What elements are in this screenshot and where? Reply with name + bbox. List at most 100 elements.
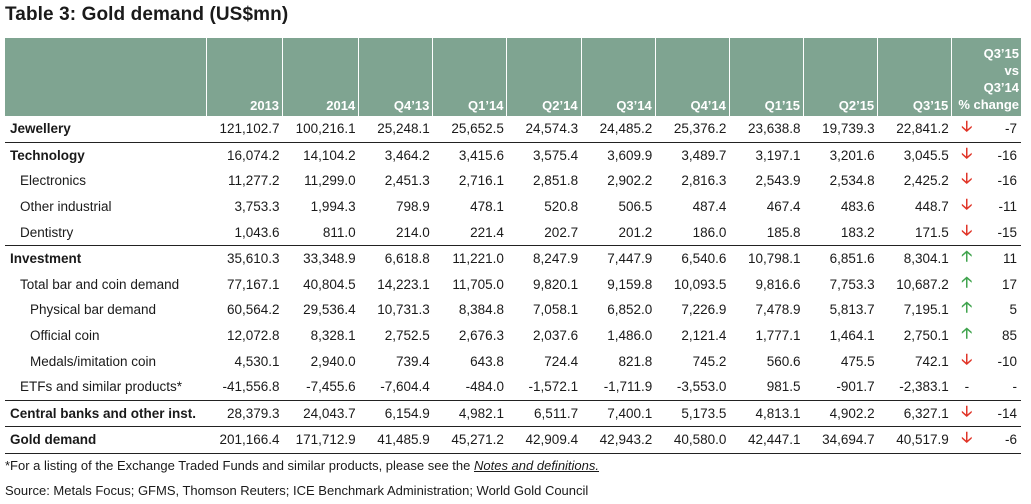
value-cell: 5,813.7 [829,302,875,318]
table-row: Total bar and coin demand 77,167.1 40,804.… [5,272,1021,298]
value-cell: 4,902.2 [803,399,878,427]
value-cell: 12,072.8 [226,328,280,344]
value-cell: 821.8 [618,353,653,369]
trend-cell: 🡡 [952,297,982,323]
source-line: Source: Metals Focus; GFMS, Thomson Reut… [5,483,589,498]
arrow-down-icon: 🡣 [961,144,973,162]
value-cell: 2,534.8 [829,173,875,189]
header-q3-15: Q3’15 [877,38,953,116]
value-cell: 3,197.1 [729,141,804,169]
value-cell: 1,486.0 [607,328,653,344]
table-row: Dentistry 1,043.6 811.0 214.0 221.4 202.7 201.… [5,219,1021,245]
value-cell: 6,511.7 [506,399,582,427]
value-cell: 10,731.3 [377,302,430,318]
value-cell: 7,447.9 [581,244,656,272]
value-cell: 742.1 [915,353,949,369]
arrow-down-icon: 🡣 [961,118,973,136]
value-cell: 643.8 [470,353,504,369]
value-cell: 739.4 [396,353,430,369]
value-cell: 3,575.4 [506,141,582,169]
value-cell: 8,247.9 [506,244,582,272]
value-cell: -1,711.9 [603,379,653,395]
value-cell: 7,195.1 [903,302,949,318]
value-cell: 811.0 [322,224,356,240]
value-cell: 506.5 [618,199,653,215]
value-cell: 22,841.2 [896,121,949,137]
value-cell: 221.4 [470,224,504,240]
change-percent: -11 [998,199,1017,215]
value-cell: 8,304.1 [877,244,952,272]
value-cell: 29,536.4 [303,302,356,318]
footnote: *For a listing of the Exchange Traded Fu… [5,458,599,473]
value-cell: -7,604.4 [380,379,430,395]
value-cell: 2,676.3 [458,328,504,344]
value-cell: 25,376.2 [673,121,727,137]
value-cell: 6,154.9 [358,399,433,427]
value-cell: 9,820.1 [533,276,579,292]
table-row: Physical bar demand 60,564.2 29,536.4 10,73… [5,297,1021,323]
change-percent: -10 [997,353,1017,369]
value-cell: 483.6 [840,199,875,215]
arrow-down-icon: 🡣 [961,170,973,188]
table-row: Gold demand 201,166.4 171,712.9 41,485.9 45,… [5,426,1021,454]
value-cell: 40,517.9 [877,426,952,454]
value-cell: 2,750.1 [903,328,949,344]
row-label: Other industrial [20,199,112,215]
value-cell: -2,383.1 [899,379,949,395]
change-percent: - [1012,379,1018,395]
arrow-up-icon: 🡡 [961,273,973,291]
change-percent: 17 [1001,276,1017,292]
value-cell: 2,851.8 [533,173,579,189]
value-cell: 201,166.4 [206,426,283,454]
trend-cell: 🡡 [952,272,982,298]
value-cell: 724.4 [544,353,579,369]
header-2014: 2014 [282,38,360,116]
value-cell: 214.0 [396,224,430,240]
value-cell: 2,716.1 [458,173,504,189]
value-cell: 171,712.9 [282,426,359,454]
value-cell: 121,102.7 [219,121,280,137]
value-cell: 14,223.1 [377,276,430,292]
value-cell: 487.4 [692,199,727,215]
value-cell: 6,852.0 [607,302,653,318]
value-cell: 41,485.9 [358,426,433,454]
value-cell: 186.0 [692,224,727,240]
value-cell: 33,348.9 [282,244,359,272]
header-q1-15: Q1’15 [729,38,805,116]
value-cell: 171.5 [915,224,949,240]
header-q3-14: Q3’14 [581,38,656,116]
change-percent: -15 [997,224,1017,240]
value-cell: 42,447.1 [729,426,804,454]
value-cell: 7,753.3 [829,276,875,292]
value-cell: -3,553.0 [676,379,727,395]
change-percent: -6 [981,426,1021,454]
header-change: Q3’15 vs Q3’14 % change [951,38,1021,116]
value-cell: 5,173.5 [655,399,730,427]
value-cell: 2,543.9 [755,173,801,189]
value-cell: 2,451.3 [384,173,430,189]
value-cell: 8,384.8 [458,302,504,318]
arrow-down-icon: 🡣 [961,402,973,420]
value-cell: 40,804.5 [303,276,356,292]
value-cell: 1,777.1 [755,328,801,344]
value-cell: 520.8 [544,199,579,215]
row-label: Central banks and other inst. [5,399,207,427]
value-cell: 24,043.7 [282,399,359,427]
value-cell: 4,982.1 [432,399,507,427]
value-cell: -1,572.1 [528,379,579,395]
header-label-cell [5,38,207,116]
value-cell: 1,994.3 [310,199,356,215]
value-cell: 202.7 [544,224,579,240]
change-percent: -14 [981,399,1021,427]
notes-definitions-link[interactable]: Notes and definitions. [473,458,600,473]
row-label: Gold demand [5,426,207,454]
table-row: Investment 35,610.3 33,348.9 6,618.8 11,221.… [5,244,1021,272]
value-cell: 25,652.5 [451,121,504,137]
header-change-line4: % change [958,97,1019,112]
arrow-up-icon: 🡡 [961,325,973,343]
trend-cell: 🡣 [952,219,982,245]
trend-cell: 🡣 [951,426,982,454]
table-row: Technology 16,074.2 14,104.2 3,464.2 3,415.6… [5,141,1021,169]
value-cell: 183.2 [840,224,875,240]
arrow-down-icon: 🡣 [961,196,973,214]
